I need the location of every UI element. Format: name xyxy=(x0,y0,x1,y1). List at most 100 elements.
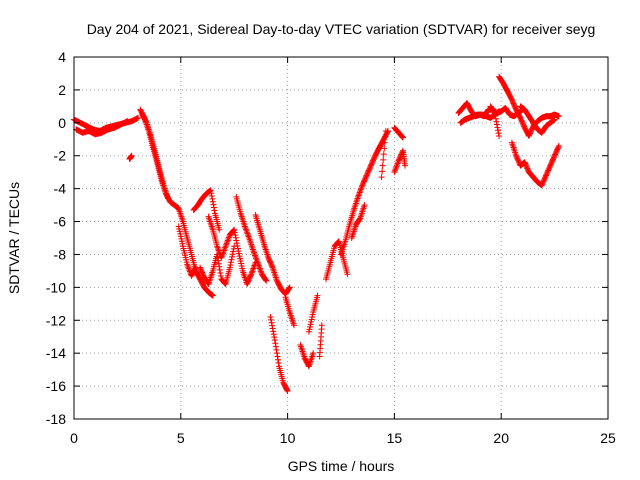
data-point xyxy=(230,248,237,255)
data-point xyxy=(394,161,401,168)
x-tick-label: 5 xyxy=(177,430,185,446)
data-point xyxy=(216,226,223,233)
data-point xyxy=(493,118,500,125)
data-point xyxy=(356,189,363,196)
data-point xyxy=(318,322,325,329)
data-point xyxy=(224,237,231,244)
data-point xyxy=(250,265,257,272)
data-point xyxy=(185,265,192,272)
data-point xyxy=(215,246,222,253)
series-arc-24 xyxy=(457,108,503,126)
series-arc-15 xyxy=(305,292,321,335)
data-point xyxy=(284,386,291,393)
data-point xyxy=(551,116,558,123)
data-point xyxy=(270,328,277,335)
data-point xyxy=(245,232,252,239)
data-point xyxy=(381,145,388,152)
data-point xyxy=(247,272,254,279)
data-point xyxy=(219,251,226,258)
data-point xyxy=(209,292,216,299)
y-tick-label: 0 xyxy=(58,115,66,131)
data-point xyxy=(242,226,249,233)
data-point xyxy=(222,244,229,251)
x-tick-label: 25 xyxy=(600,430,616,446)
data-point xyxy=(225,236,232,243)
data-point xyxy=(262,276,269,283)
data-point xyxy=(249,268,256,275)
data-point xyxy=(222,243,229,250)
y-tick-label: -6 xyxy=(54,214,67,230)
data-point xyxy=(314,292,321,299)
data-point xyxy=(257,268,264,275)
data-point xyxy=(253,256,260,263)
data-point xyxy=(391,169,398,176)
axis-ticks xyxy=(73,56,609,420)
data-point xyxy=(275,360,282,367)
data-point xyxy=(555,142,562,149)
data-point xyxy=(356,190,363,197)
data-point xyxy=(214,244,221,251)
data-point xyxy=(231,229,238,236)
data-point xyxy=(269,263,276,270)
data-point xyxy=(270,331,277,338)
data-point xyxy=(216,263,223,270)
data-point xyxy=(267,313,274,320)
data-point xyxy=(378,174,385,181)
data-point xyxy=(209,195,216,202)
data-point xyxy=(496,132,503,139)
data-point xyxy=(215,247,222,254)
data-point xyxy=(250,248,257,255)
data-point xyxy=(234,245,241,252)
data-point xyxy=(286,284,293,291)
data-point xyxy=(492,112,499,119)
y-axis-label: SDTVAR / TECUs xyxy=(6,182,22,294)
data-point xyxy=(274,353,281,360)
series-arc-12 xyxy=(267,313,291,395)
data-point xyxy=(272,343,279,350)
data-point xyxy=(215,257,222,264)
data-point xyxy=(248,271,255,278)
data-point xyxy=(357,186,364,193)
data-point xyxy=(380,156,387,163)
series-arc-6 xyxy=(175,223,199,279)
data-point xyxy=(218,253,225,260)
data-point xyxy=(217,273,224,280)
data-point xyxy=(271,334,278,341)
series-arc-11 xyxy=(252,211,293,297)
data-point xyxy=(491,109,498,116)
data-point xyxy=(222,280,229,287)
x-tick-label: 10 xyxy=(280,430,296,446)
data-point xyxy=(272,340,279,347)
data-point xyxy=(379,162,386,169)
y-tick-label: -4 xyxy=(54,181,67,197)
data-point xyxy=(248,269,255,276)
series-arc-22 xyxy=(391,124,406,141)
data-point xyxy=(256,265,263,272)
data-point xyxy=(253,255,260,262)
data-point xyxy=(492,115,499,122)
series-arc-13 xyxy=(282,294,298,329)
data-point xyxy=(493,121,500,128)
series-arc-7 xyxy=(190,187,223,233)
data-point xyxy=(251,251,258,258)
data-point xyxy=(244,230,251,237)
data-point xyxy=(391,167,398,174)
series-arc-25 xyxy=(487,103,503,139)
data-points xyxy=(71,73,562,395)
data-point xyxy=(395,159,402,166)
data-point xyxy=(215,260,222,267)
data-point xyxy=(232,232,239,239)
data-point xyxy=(227,261,234,268)
data-point xyxy=(263,277,270,284)
data-point xyxy=(494,127,501,134)
data-point xyxy=(219,250,226,257)
data-point xyxy=(284,388,291,395)
data-point xyxy=(274,356,281,363)
data-point xyxy=(361,202,368,209)
data-point xyxy=(227,259,234,266)
data-point xyxy=(335,238,342,245)
x-tick-label: 20 xyxy=(493,430,509,446)
data-point xyxy=(207,187,214,194)
data-point xyxy=(208,193,215,200)
